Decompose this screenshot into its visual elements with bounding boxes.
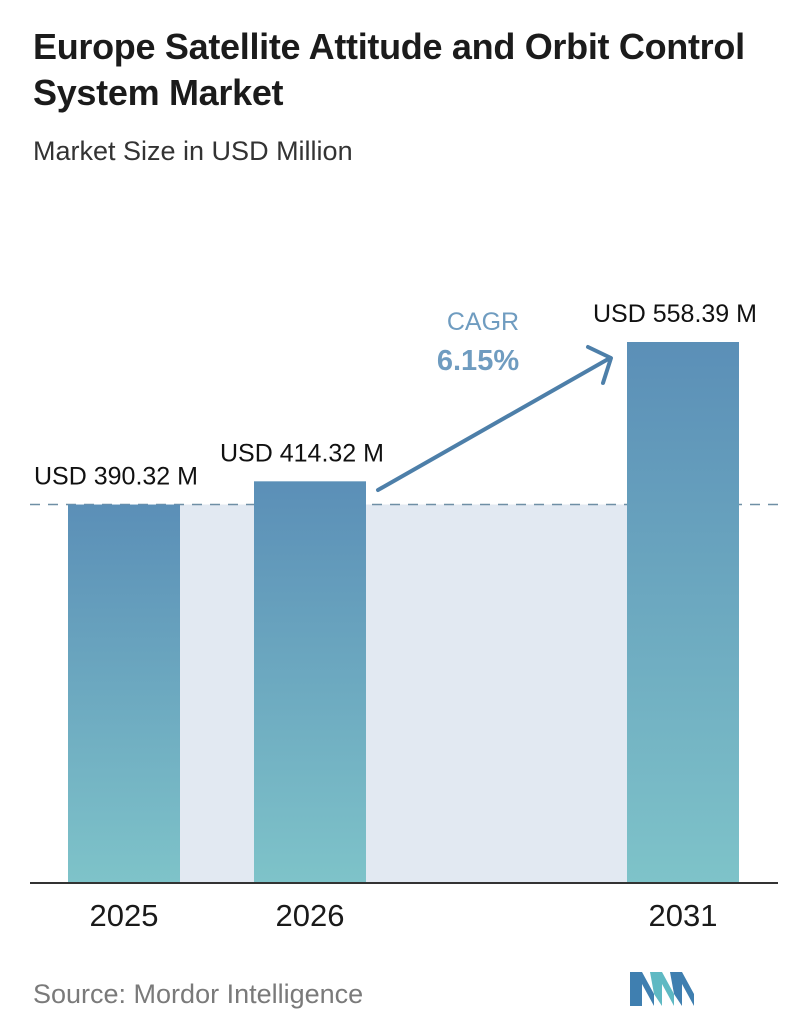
x-tick-label-2031: 2031 (649, 898, 718, 933)
bar-2025 (68, 504, 180, 882)
cagr-arrow-head (586, 345, 613, 385)
reference-band (366, 504, 627, 882)
bar-2031 (627, 342, 739, 882)
source-note: Source: Mordor Intelligence (33, 979, 364, 1009)
chart-subtitle: Market Size in USD Million (33, 136, 353, 166)
reference-band (180, 504, 254, 882)
cagr-label: CAGR (447, 308, 519, 336)
bar-chart: USD 390.32 M USD 414.32 M USD 558.39 M 202… (30, 300, 780, 933)
chart-title: Europe Satellite Attitude and Orbit Cont… (33, 26, 745, 113)
value-label-2025: USD 390.32 M (34, 463, 198, 491)
bar-2026 (254, 481, 366, 882)
x-tick-label-2026: 2026 (276, 898, 345, 933)
x-tick-label-2025: 2025 (90, 898, 159, 933)
mordor-intelligence-logo-icon (630, 972, 694, 1006)
cagr-arrow (376, 356, 612, 492)
value-label-2031: USD 558.39 M (593, 300, 757, 328)
cagr-value: 6.15% (437, 345, 519, 377)
value-label-2026: USD 414.32 M (220, 439, 384, 467)
